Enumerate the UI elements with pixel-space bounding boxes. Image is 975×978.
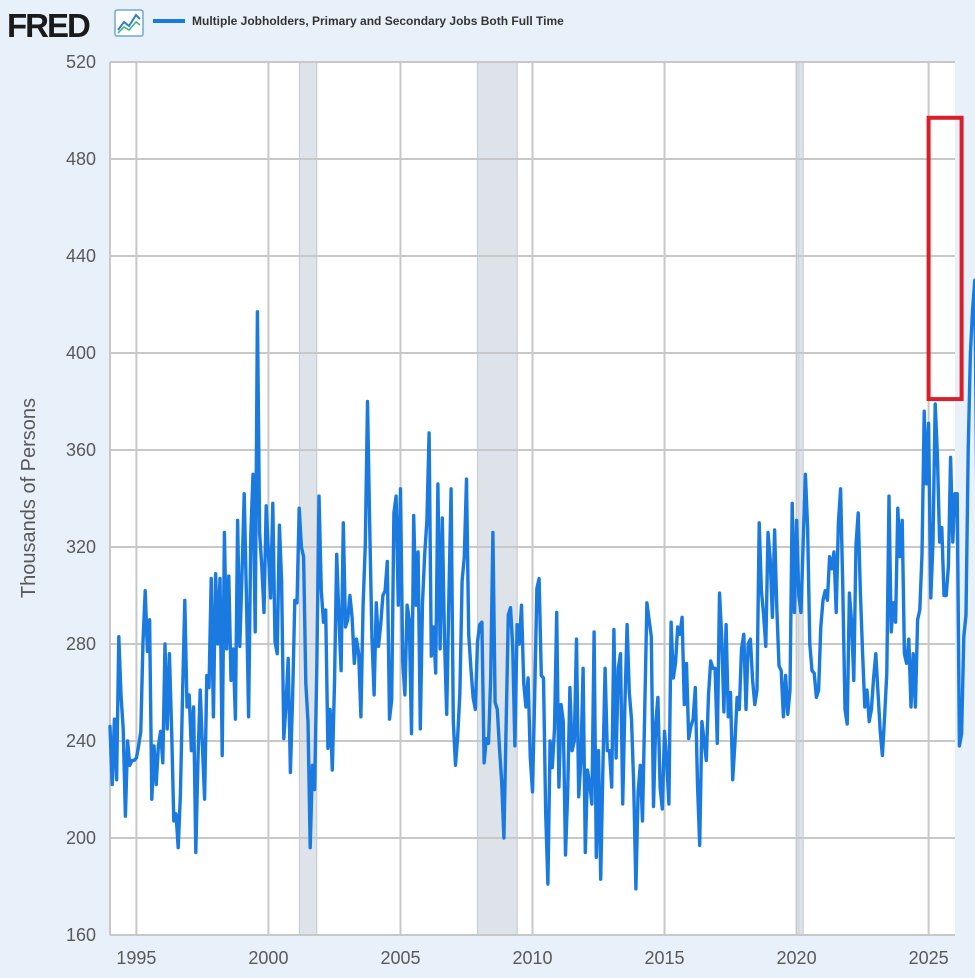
fred-logo-text: FRED	[7, 7, 90, 44]
x-tick-label: 2005	[380, 948, 420, 968]
y-tick-label: 280	[66, 634, 96, 654]
y-tick-label: 440	[66, 246, 96, 266]
y-tick-label: 240	[66, 731, 96, 751]
recession-band	[299, 62, 317, 935]
y-tick-label: 480	[66, 149, 96, 169]
recession-band	[798, 62, 804, 935]
x-tick-label: 2020	[777, 948, 817, 968]
x-tick-label: 2025	[909, 948, 949, 968]
y-tick-label: 200	[66, 828, 96, 848]
y-tick-label: 160	[66, 925, 96, 945]
fred-logo[interactable]: FRED	[7, 7, 144, 44]
y-tick-label: 320	[66, 537, 96, 557]
x-tick-label: 2010	[512, 948, 552, 968]
series-line	[108, 278, 975, 891]
y-axis-label: Thousands of Persons	[18, 398, 40, 598]
recession-band	[477, 62, 518, 935]
y-tick-label: 400	[66, 343, 96, 363]
x-axis-tick-labels: 1995 2000 2005 2010 2015 2020 2025	[116, 948, 948, 968]
x-tick-label: 1995	[116, 948, 156, 968]
legend-label: Multiple Jobholders, Primary and Seconda…	[192, 14, 564, 28]
y-tick-label: 360	[66, 440, 96, 460]
legend: Multiple Jobholders, Primary and Seconda…	[153, 14, 564, 28]
y-tick-label: 520	[66, 52, 96, 72]
line-chart-icon	[114, 9, 144, 37]
x-tick-label: 2015	[645, 948, 685, 968]
x-tick-label: 2000	[248, 948, 288, 968]
recession-bands	[298, 62, 804, 935]
y-axis-tick-labels: 160 200 240 280 320 360 400 440 480 520	[66, 52, 96, 945]
highlight-box	[926, 115, 964, 402]
